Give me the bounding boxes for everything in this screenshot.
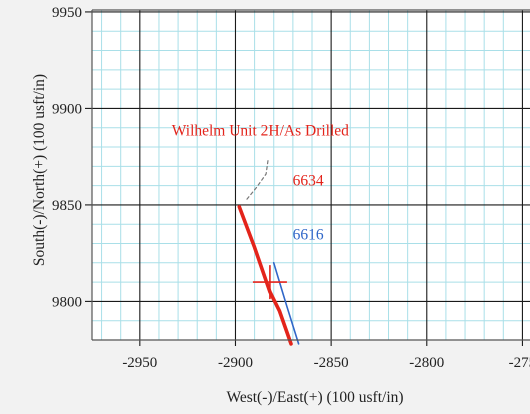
- x-tick-label: -2950: [122, 355, 157, 371]
- x-tick-label: -275: [509, 355, 530, 371]
- x-tick-label: -2800: [409, 355, 444, 371]
- marker-layer: [252, 265, 287, 300]
- y-axis-title: South(-)/North(+) (100 usft/in): [31, 74, 48, 266]
- annotation-label-1: Wilhelm Unit 2H/As Drilled: [172, 122, 349, 139]
- y-tick-label: 9950: [52, 5, 82, 21]
- plot-frame: [91, 9, 530, 341]
- y-tick-label: 9800: [52, 294, 82, 310]
- annotation-label-3: 6616: [293, 227, 324, 244]
- plot-background: [92, 10, 530, 340]
- annotation-label-2: 6634: [293, 173, 324, 190]
- x-axis-title: West(-)/East(+) (100 usft/in): [226, 389, 403, 406]
- y-tick-label: 9850: [52, 198, 82, 214]
- y-tick-label: 9900: [52, 101, 82, 117]
- series-line-2: [272, 261, 300, 345]
- y-tick-labels: 9950 9900 9850 9800: [52, 5, 82, 310]
- major-grid: [85, 10, 530, 346]
- x-tick-label: -2900: [218, 355, 253, 371]
- x-tick-label: -2850: [314, 355, 349, 371]
- x-tick-labels: -2950 -2900 -2850 -2800 -275: [122, 355, 530, 371]
- annotation-layer: Wilhelm Unit 2H/As Drilled 6634 6616: [172, 122, 349, 243]
- series-line-3: [246, 159, 269, 200]
- minor-grid: [92, 10, 530, 340]
